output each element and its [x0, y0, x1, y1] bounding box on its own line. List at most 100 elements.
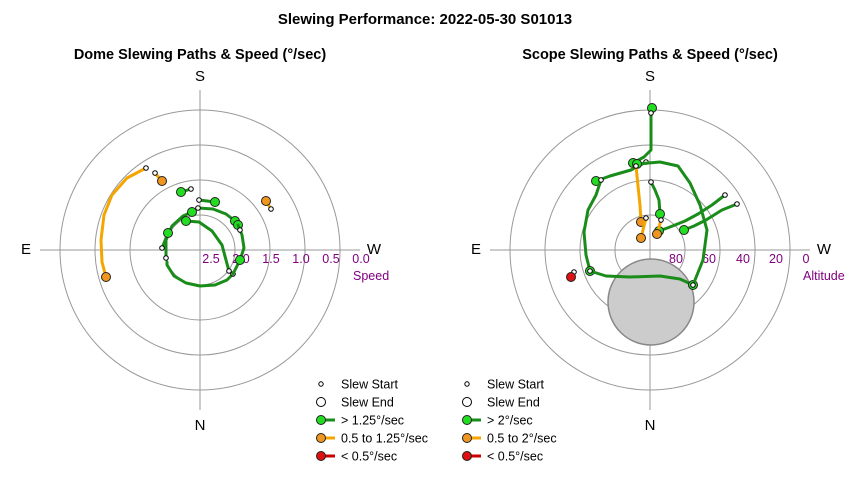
dome-compass-top: S	[195, 68, 205, 85]
scope-compass-bottom: N	[645, 417, 656, 434]
slew-path-13	[566, 269, 577, 282]
slew-path-7	[679, 201, 740, 235]
dome-legend: Slew Start Slew End > 1.25°/sec 0.5 to 1.25…	[316, 378, 428, 464]
slew-path-9	[159, 228, 173, 251]
slew-start-marker	[188, 186, 194, 192]
slew-path-line	[631, 111, 653, 165]
slew-start-marker	[268, 206, 274, 212]
dome-compass-bottom: N	[195, 417, 206, 434]
scope-radial-ticks: 80 60 40 20 0	[669, 252, 809, 266]
legend-label: Slew End	[341, 396, 394, 410]
slew-path-2	[152, 170, 167, 186]
legend-marker-symbol	[316, 451, 326, 461]
legend-marker-symbol	[462, 451, 472, 461]
slew-start-marker	[648, 179, 654, 185]
slew-start-marker	[633, 163, 639, 169]
slew-path-line	[184, 219, 231, 273]
scope-compass-left: E	[471, 241, 481, 258]
legend-label: Slew End	[487, 396, 540, 410]
slew-start-marker	[237, 227, 243, 233]
scope-rings	[490, 90, 810, 410]
legend-label: Slew Start	[341, 378, 398, 392]
radial-tick-label: 20	[769, 252, 783, 266]
slew-path-line	[634, 164, 643, 224]
legend-label: > 1.25°/sec	[341, 414, 404, 428]
slew-path-line	[164, 210, 194, 260]
slew-end-marker	[157, 176, 167, 186]
slew-start-marker	[648, 110, 654, 116]
legend-item-start: Slew Start	[464, 378, 544, 392]
dome-chart: Dome Slewing Paths & Speed (°/sec) S N E…	[21, 47, 428, 464]
legend-label: > 2°/sec	[487, 414, 533, 428]
legend-label: Slew Start	[487, 378, 544, 392]
slew-start-marker	[143, 165, 149, 171]
slew-path-line	[588, 269, 695, 287]
slew-start-marker	[159, 245, 165, 251]
radial-tick-label: 0	[803, 252, 810, 266]
slew-start-marker	[598, 177, 604, 183]
slew-path-line	[649, 180, 662, 216]
slew-end-marker	[187, 207, 197, 217]
scope-radial-axis-label: Altitude	[803, 269, 845, 283]
legend-label: < 0.5°/sec	[341, 450, 397, 464]
dome-rings	[40, 90, 360, 410]
radial-tick-label: 1.0	[292, 252, 309, 266]
legend-item-end: Slew End	[462, 396, 540, 410]
slew-start-marker	[195, 205, 201, 211]
slew-end-marker	[679, 225, 689, 235]
slew-end-marker	[181, 216, 191, 226]
slew-start-marker	[690, 282, 696, 288]
radial-tick-label: 60	[702, 252, 716, 266]
slew-path-9	[648, 179, 665, 219]
slew-end-marker	[652, 229, 662, 239]
slew-end-marker	[261, 196, 271, 206]
slew-end-marker	[655, 209, 665, 219]
legend-label: < 0.5°/sec	[487, 450, 543, 464]
slew-start-marker	[152, 170, 158, 176]
slew-path-4	[176, 186, 194, 197]
legend-item-slow: < 0.5°/sec	[462, 450, 543, 464]
slew-path-line	[99, 166, 148, 279]
legend-start-symbol	[464, 381, 470, 387]
slew-path-line	[682, 202, 739, 232]
legend-marker-symbol	[316, 415, 326, 425]
slew-path-line	[582, 178, 603, 273]
slew-end-marker	[210, 197, 220, 207]
legend-marker-symbol	[316, 433, 326, 443]
slew-path-4	[582, 177, 604, 276]
slew-end-marker	[101, 272, 111, 282]
slew-path-8	[181, 216, 232, 274]
slew-start-marker	[163, 255, 169, 261]
slew-start-marker	[226, 268, 232, 274]
radial-tick-label: 2.5	[202, 252, 219, 266]
dome-compass-right: W	[367, 241, 382, 258]
slew-path-11	[636, 215, 649, 243]
slew-end-marker	[163, 228, 173, 238]
scope-chart-title: Scope Slewing Paths & Speed (°/sec)	[522, 47, 778, 63]
slew-end-marker	[566, 272, 576, 282]
scope-obstruction	[607, 258, 695, 346]
slew-path-7	[163, 207, 197, 261]
slew-path-11	[231, 223, 246, 276]
scope-chart: Scope Slewing Paths & Speed (°/sec) S N …	[462, 47, 845, 464]
legend-item-fast: > 2°/sec	[462, 414, 533, 428]
slew-end-marker	[176, 187, 186, 197]
dome-compass-left: E	[21, 241, 31, 258]
legend-label: 0.5 to 1.25°/sec	[341, 432, 428, 446]
radial-tick-label: 80	[669, 252, 683, 266]
legend-item-fast: > 1.25°/sec	[316, 414, 404, 428]
slew-path-5	[196, 197, 220, 207]
legend-end-symbol	[316, 397, 326, 407]
legend-item-start: Slew Start	[318, 378, 398, 392]
legend-item-slow: < 0.5°/sec	[316, 450, 397, 464]
slew-path-line	[657, 193, 727, 233]
slew-path-3	[261, 196, 274, 212]
scope-paths	[566, 103, 740, 290]
dome-radial-ticks: 2.52.01.51.00.50.0	[202, 252, 369, 266]
slew-start-marker	[587, 268, 593, 274]
scope-compass-right: W	[817, 241, 832, 258]
legend-item-medium: 0.5 to 2°/sec	[462, 432, 557, 446]
radial-tick-label: 40	[736, 252, 750, 266]
legend-start-symbol	[318, 381, 324, 387]
